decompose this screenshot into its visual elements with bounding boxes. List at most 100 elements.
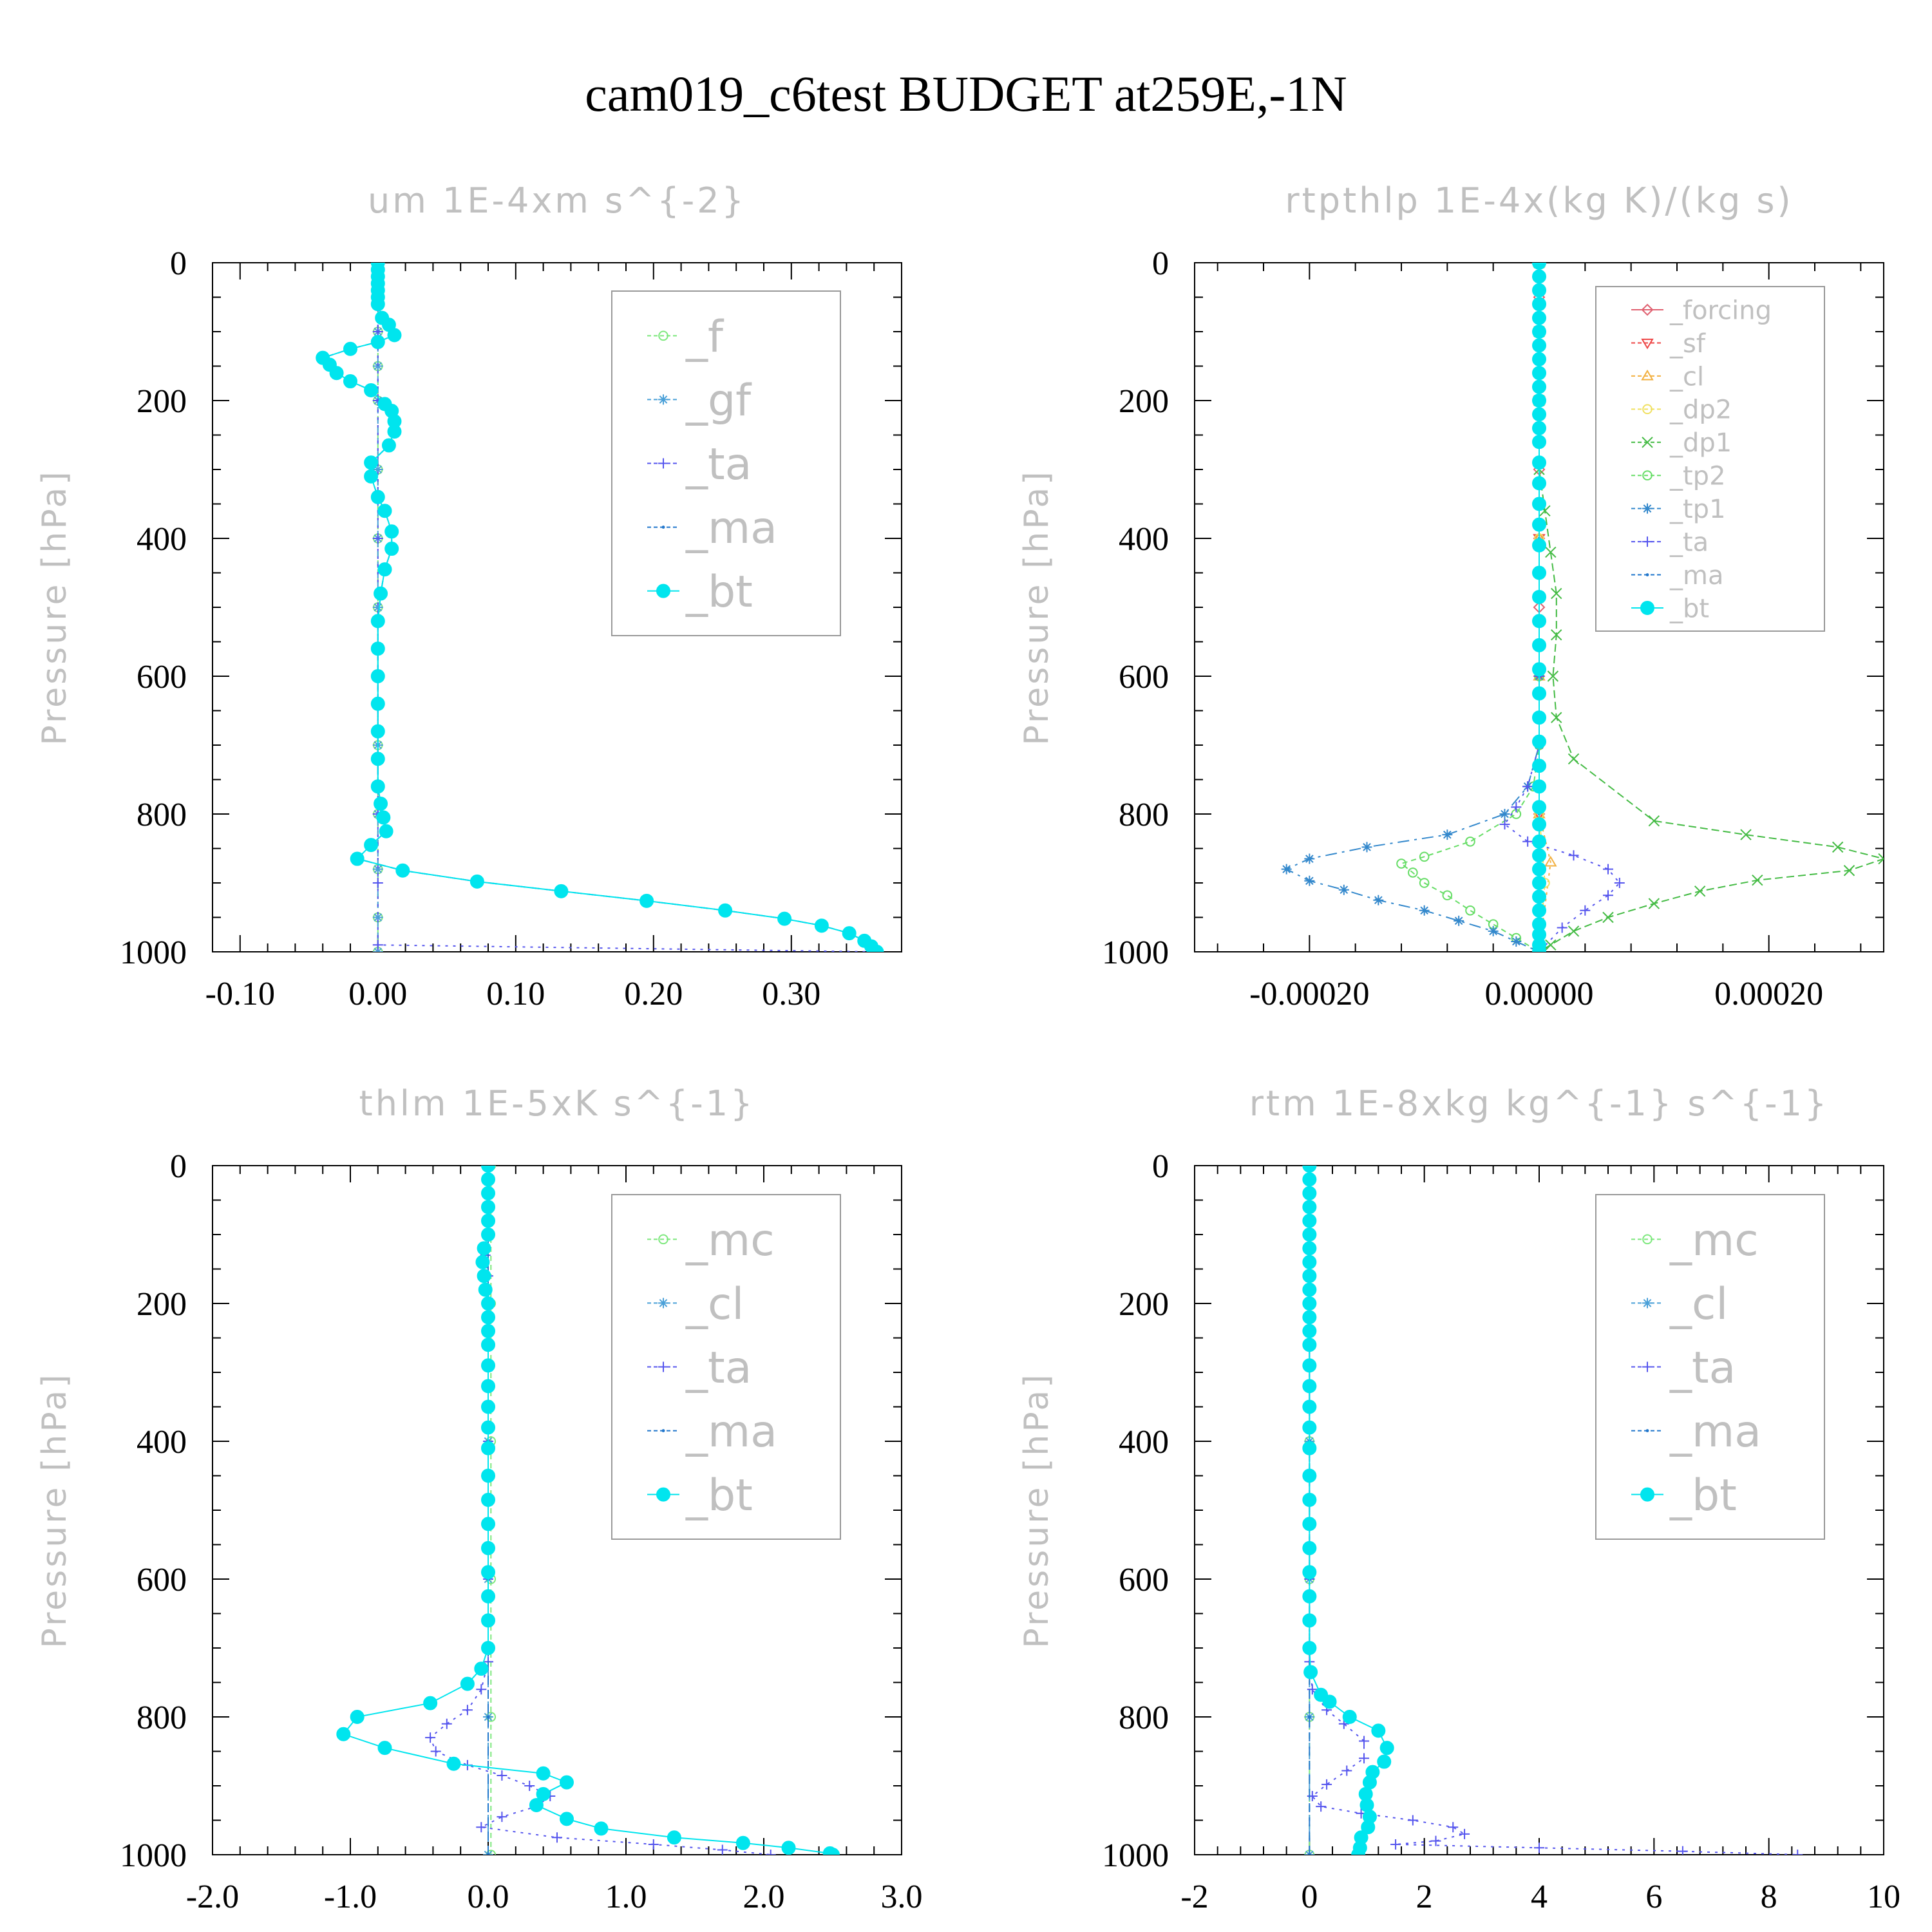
legend-item: _gf (647, 375, 752, 426)
data-point (1281, 864, 1292, 875)
legend: _f _gf _ta _ma _bt (611, 290, 841, 636)
data-point (1532, 283, 1546, 298)
data-point (1532, 338, 1546, 353)
data-point (1532, 407, 1546, 422)
y-tick-label: 400 (137, 521, 187, 558)
y-tick-label: 1000 (120, 1837, 187, 1874)
data-point (423, 1696, 438, 1710)
data-point (1307, 1684, 1318, 1695)
data-point (717, 1844, 728, 1855)
data-point (481, 1565, 495, 1580)
data-point (477, 1269, 491, 1283)
data-point (481, 1379, 495, 1394)
legend-label: _cl (1669, 362, 1704, 392)
data-point (842, 926, 857, 941)
legend-swatch-marker (661, 1429, 665, 1432)
data-point (1532, 565, 1546, 580)
legend-label: _ma (1669, 561, 1723, 591)
data-point (374, 586, 388, 601)
data-point (1307, 1853, 1311, 1855)
data-point (1532, 325, 1546, 339)
data-point (1532, 589, 1546, 604)
legend-label: _ta (1669, 1343, 1736, 1394)
legend-label: _dp2 (1669, 395, 1732, 425)
x-tick-label: -2 (1180, 1879, 1208, 1915)
legend-item: _tp2 (1631, 462, 1726, 491)
data-point (370, 641, 385, 656)
y-tick-label: 800 (1119, 797, 1169, 833)
y-tick-label: 0 (1152, 245, 1169, 282)
data-point (1532, 779, 1546, 794)
data-point (1792, 1850, 1803, 1855)
legend-item: _dp1 (1631, 428, 1732, 458)
data-point (1511, 936, 1522, 947)
legend-item: _cl (1631, 362, 1704, 392)
data-point (1302, 1441, 1317, 1455)
legend-label: _gf (685, 375, 752, 426)
data-point (1419, 878, 1430, 888)
data-point (1302, 1166, 1317, 1173)
data-point (481, 1358, 495, 1373)
data-point (1532, 734, 1546, 749)
y-tick-label: 200 (137, 1286, 187, 1323)
data-point (1359, 1736, 1370, 1747)
data-point (474, 1662, 489, 1676)
data-point (329, 366, 344, 381)
legend-swatch-marker (1642, 536, 1653, 547)
data-point (1396, 858, 1406, 869)
data-point (1522, 781, 1533, 792)
data-point (1532, 269, 1546, 284)
data-point (446, 1756, 461, 1771)
data-point (667, 1830, 681, 1845)
data-point (1351, 1848, 1366, 1855)
data-point (1532, 848, 1546, 863)
legend-swatch-marker (1641, 369, 1654, 381)
data-point (372, 940, 383, 951)
legend-label: _ta (685, 439, 752, 490)
legend-label: _bt (685, 1470, 753, 1521)
data-point (481, 1492, 495, 1507)
data-point (1532, 817, 1546, 832)
legend: _forcing _sf_cl_dp2_dp1 _tp2 _tp1 _ta_ma _bt (1595, 286, 1825, 632)
data-point (1302, 1282, 1317, 1297)
data-point (1532, 497, 1546, 511)
data-point (477, 1241, 491, 1256)
data-point (364, 469, 379, 484)
data-point (1302, 1517, 1317, 1531)
data-point (1532, 297, 1546, 312)
data-point (1534, 1842, 1544, 1853)
legend-item: _ta (1631, 528, 1709, 558)
legend-item: _cl (1631, 1279, 1728, 1330)
data-point (536, 1766, 551, 1781)
data-point (735, 1835, 750, 1850)
legend-label: _ma (685, 503, 777, 554)
data-point (336, 1727, 351, 1741)
data-point (554, 884, 569, 898)
data-point (1532, 889, 1546, 904)
data-point (343, 341, 357, 356)
data-point (781, 1841, 796, 1855)
y-tick-label: 400 (1119, 1424, 1169, 1461)
x-tick-label: 0 (1301, 1879, 1318, 1915)
data-point (1390, 1839, 1401, 1850)
plot-area (336, 1166, 840, 1855)
data-point (1532, 538, 1546, 553)
data-point (1361, 1820, 1376, 1835)
y-tick-label: 600 (1119, 1562, 1169, 1598)
data-point (1302, 1399, 1317, 1414)
data-point (478, 1282, 493, 1297)
data-point (1551, 629, 1562, 641)
data-point (1419, 905, 1430, 916)
data-point (1557, 922, 1567, 933)
data-point (372, 361, 383, 372)
data-point (1302, 1269, 1317, 1283)
y-tick-label: 400 (137, 1424, 187, 1461)
legend-label: _ma (1669, 1406, 1761, 1457)
data-point (1373, 895, 1384, 905)
data-point (381, 438, 396, 453)
legend-swatch-marker (656, 583, 670, 598)
data-point (370, 489, 385, 504)
legend-item: _ta (647, 439, 752, 490)
data-point (552, 1832, 562, 1843)
data-point (559, 1775, 574, 1790)
